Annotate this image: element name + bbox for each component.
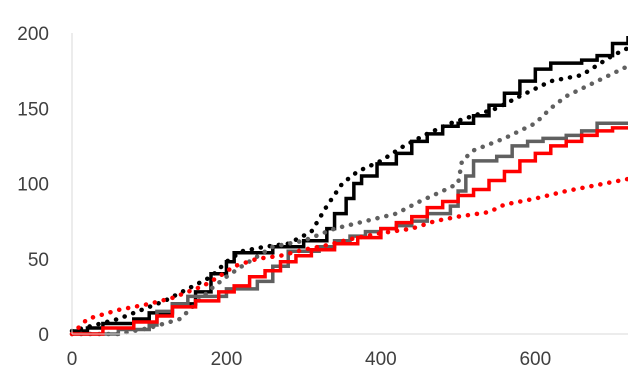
series-line-1 xyxy=(72,36,628,333)
x-tick-label: 600 xyxy=(519,349,551,370)
x-tick-label: 0 xyxy=(67,349,78,370)
x-tick-label: 400 xyxy=(365,349,397,370)
x-tick-label: 200 xyxy=(211,349,243,370)
y-tick-label: 200 xyxy=(17,24,49,45)
y-tick-label: 0 xyxy=(38,325,49,346)
series-line-5 xyxy=(72,126,628,336)
series-line-6 xyxy=(69,176,628,337)
y-axis-ticks: 0 50 100 150 200 xyxy=(17,24,49,346)
plot-area xyxy=(69,36,628,337)
y-tick-label: 50 xyxy=(28,250,49,271)
y-tick-label: 150 xyxy=(17,99,49,120)
y-tick-label: 100 xyxy=(17,175,49,196)
series-line-2 xyxy=(69,45,628,334)
x-axis-ticks: 0 200 400 600 xyxy=(67,349,551,370)
